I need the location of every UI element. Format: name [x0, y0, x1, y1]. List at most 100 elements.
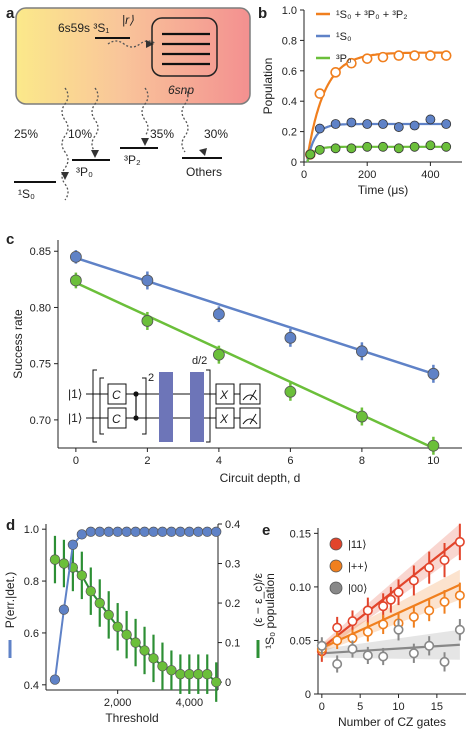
branch-pct-2: 10%: [68, 127, 92, 141]
chart-d-blue-point: [148, 526, 159, 537]
chart-d-ytick-label: 1.0: [24, 524, 39, 536]
branch-pct-4: 30%: [204, 127, 228, 141]
decay-arrowhead-3p0: [91, 150, 99, 158]
chart-b-ytick-label: 1.0: [282, 5, 297, 17]
chart-d-right-ytick-label: 0.2: [225, 598, 240, 610]
chart-b-point-2: [305, 149, 316, 160]
chart-d-blue-point: [112, 526, 123, 537]
chart-b-point-2: [409, 141, 420, 152]
level-1s0-label: ¹S₀: [18, 187, 35, 201]
decay-arrow-3p2: [141, 87, 149, 137]
chart-e-legend-swatch-0: [329, 537, 343, 551]
chart-e-point-0: [378, 601, 389, 612]
chart-c-fit-0: [75, 256, 434, 375]
chart-b-point-1: [330, 119, 341, 129]
chart-e-fit-2: [321, 643, 460, 655]
chart-d-green-point: [166, 665, 177, 676]
branch-pct-1: 25%: [14, 127, 38, 141]
chart-b-ytick-label: 0.8: [282, 35, 297, 47]
chart-e-point-1: [424, 605, 435, 616]
chart-b-ytick-label: 0.2: [282, 127, 297, 139]
chart-d-green-point: [130, 637, 141, 648]
chart-b-point-2: [314, 144, 325, 155]
chart-b-point-2: [378, 141, 388, 152]
snp-label: 6snp: [168, 83, 194, 97]
chart-b-xlabel: Time (μs): [358, 183, 408, 197]
chart-d-green-point: [58, 558, 70, 569]
chart-c-point-0: [284, 331, 297, 344]
inset-gate-c2: [107, 407, 127, 429]
chart-e-point-1: [408, 611, 419, 622]
level-3p2-label: ³P₂: [124, 153, 141, 167]
excitation-arrowhead: [146, 40, 154, 48]
inset-gate-c1-label: C: [112, 388, 121, 402]
chart-d-ylabel: P(err.|det.): [3, 572, 17, 628]
panel-c-label: c: [6, 231, 14, 248]
inset-meter-2: [239, 407, 261, 429]
chart-b-point-0: [377, 51, 389, 63]
chart-c-ylabel: Success rate: [11, 309, 25, 379]
chart-b-xtick-label: 200: [358, 169, 376, 181]
chart-c-point-0: [427, 367, 440, 380]
chart-e-legend-label-2: |00⟩: [348, 583, 367, 595]
chart-d-blue-point: [166, 526, 177, 537]
chart-e-point-1: [454, 590, 465, 601]
decay-arrow-others: [181, 87, 189, 153]
chart-b-point-1: [425, 114, 436, 125]
chart-b-point-1: [346, 117, 357, 128]
inset-gate-x2: [215, 407, 235, 429]
inset-band-2: [190, 372, 204, 442]
branch-pct-3: 35%: [150, 127, 174, 141]
chart-b-legend-label-1: ¹S₀: [336, 31, 352, 43]
inset-exp-2: 2: [148, 372, 154, 384]
inset-bracket-inner-right: [142, 377, 147, 435]
chart-d-blue-point: [103, 526, 114, 537]
chart-d-green-point: [94, 597, 105, 609]
chart-e-point-0: [393, 587, 404, 598]
chart-e-xtick-label: 5: [357, 701, 363, 713]
chart-d-ytick-label: 0.4: [24, 680, 39, 692]
inset-gate-x2-label: X: [219, 412, 229, 426]
chart-b-ytick-label: 0.6: [282, 66, 297, 78]
decay-arrowhead-others: [199, 148, 207, 156]
chart-b-point-1: [409, 120, 420, 131]
chart-b-point-2: [425, 140, 436, 151]
rydberg-manifold-box: [151, 17, 218, 77]
chart-b-point-0: [361, 53, 373, 64]
chart-e-point-0: [439, 555, 450, 566]
chart-e-point-0: [385, 594, 396, 605]
chart-c-ytick-label: 0.85: [30, 246, 51, 258]
chart-d-right-ytick-label: 0.1: [225, 638, 240, 650]
chart-e-point-2: [362, 650, 373, 661]
chart-e-point-0: [347, 616, 358, 627]
chart-d-green-point: [85, 586, 96, 597]
inset-gate-x1-label: X: [219, 388, 229, 402]
chart-c-xtick-label: 6: [287, 455, 293, 467]
chart-d-green-point: [49, 554, 61, 565]
chart-b-ytick-label: 0.4: [282, 96, 297, 108]
chart-b-point-0: [314, 88, 326, 99]
inset-gate-c1: [107, 383, 127, 405]
chart-d-green-point: [76, 570, 87, 581]
level-others-label: Others: [186, 165, 222, 179]
chart-c-ytick-label: 0.75: [30, 359, 51, 371]
chart-b-point-1: [441, 119, 452, 129]
chart-e-point-2: [454, 624, 465, 635]
chart-d-blue-point: [121, 526, 132, 537]
chart-c-point-1: [69, 274, 82, 287]
chart-b-point-2: [330, 143, 341, 154]
decay-arrow-1s0: [61, 87, 69, 201]
chart-b-point-1: [378, 119, 388, 129]
chart-e-point-0: [408, 575, 419, 586]
chart-d-blue-point: [49, 674, 61, 685]
chart-b-point-0: [409, 50, 420, 61]
chart-e-legend-swatch-1: [329, 559, 343, 573]
chart-e-xtick-label: 10: [392, 701, 404, 713]
chart-b-point-1: [314, 123, 325, 134]
chart-e-point-2: [347, 644, 358, 655]
chart-d-green-point: [157, 661, 168, 672]
decay-arrow-3p0: [91, 87, 99, 153]
chart-c-ytick-label: 0.70: [30, 415, 51, 427]
panel-e-label: e: [262, 522, 270, 539]
inset-gate-x1: [215, 383, 235, 405]
